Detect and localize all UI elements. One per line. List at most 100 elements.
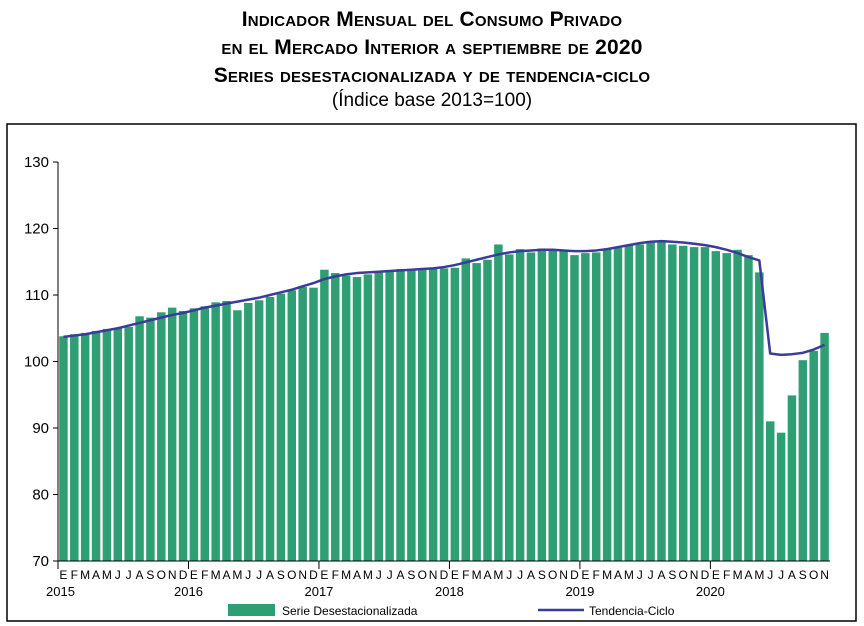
bar-22 (298, 287, 307, 561)
bar-65 (765, 421, 775, 561)
chart-subtitle: (Índice base 2013=100) (331, 90, 533, 111)
x-tick-label-12: E (190, 568, 198, 582)
legend-line-label: Tendencia-Ciclo (589, 604, 675, 618)
bar-20 (276, 293, 286, 561)
bar-58 (689, 247, 699, 561)
x-tick-label-26: M (341, 568, 351, 582)
trend-line (63, 239, 826, 357)
x-tick-label-13: F (201, 568, 208, 582)
x-tick-label-7: A (136, 568, 144, 582)
y-tick-label-2: 90 (32, 420, 49, 437)
bar-6 (124, 326, 133, 561)
bar-31 (396, 269, 405, 561)
bar-60 (711, 251, 721, 562)
year-label-0: 2015 (46, 584, 75, 599)
bar-64 (755, 272, 764, 561)
x-tick-label-69: O (809, 568, 818, 582)
x-tick-label-64: M (754, 568, 764, 582)
bar-25 (331, 273, 340, 561)
x-tick-label-36: E (451, 568, 459, 582)
bar-4 (102, 328, 112, 561)
y-tick-label-6: 130 (24, 154, 49, 171)
x-tick-label-18: J (256, 568, 262, 582)
x-tick-label-70: N (820, 568, 829, 582)
x-tick-label-23: D (309, 568, 318, 582)
x-tick-label-62: M (733, 568, 743, 582)
x-tick-label-1: F (71, 568, 78, 582)
x-tick-label-54: J (648, 568, 654, 582)
legend-bar-swatch (228, 604, 275, 616)
x-tick-label-16: M (232, 568, 242, 582)
x-tick-label-8: S (146, 568, 154, 582)
x-tick-label-42: J (517, 568, 523, 582)
bar-48 (581, 253, 590, 562)
chart-title: Indicador Mensual del Consumo Privado en… (0, 6, 864, 112)
y-tick-label-3: 100 (24, 354, 49, 371)
bar-45 (548, 249, 557, 562)
y-tick-label-0: 70 (32, 553, 49, 570)
bar-62 (733, 249, 742, 561)
bar-63 (744, 255, 753, 561)
x-tick-label-33: O (418, 568, 427, 582)
x-tick-label-15: A (223, 568, 231, 582)
x-tick-label-21: O (287, 568, 296, 582)
x-tick-label-44: S (538, 568, 546, 582)
bar-30 (385, 270, 394, 561)
year-label-1: 2016 (174, 584, 203, 599)
bar-9 (157, 312, 166, 561)
bar-27 (352, 277, 362, 561)
bar-43 (526, 252, 536, 561)
x-tick-label-31: A (397, 568, 405, 582)
bar-49 (591, 252, 601, 561)
x-tick-label-9: O (157, 568, 166, 582)
x-tick-label-17: J (245, 568, 251, 582)
x-tick-label-28: M (363, 568, 373, 582)
bar-37 (461, 258, 470, 561)
bar-66 (776, 432, 786, 561)
bar-36 (450, 267, 460, 561)
bar-69 (809, 350, 818, 561)
title-line-1: Indicador Mensual del Consumo Privado (241, 8, 623, 31)
year-label-3: 2018 (435, 584, 464, 599)
title-line-3: Series desestacionalizada y de tendencia… (213, 64, 651, 87)
x-tick-label-58: N (690, 568, 699, 582)
x-tick-label-35: D (440, 568, 449, 582)
bar-24 (320, 269, 329, 561)
x-tick-label-53: J (637, 568, 643, 582)
bar-17 (244, 302, 253, 561)
bar-42 (515, 249, 525, 562)
bar-32 (407, 270, 416, 561)
bar-16 (233, 310, 242, 561)
bar-44 (537, 248, 547, 561)
bar-61 (722, 253, 731, 562)
year-label-5: 2020 (696, 584, 725, 599)
bar-67 (787, 395, 797, 561)
bar-39 (483, 259, 492, 561)
trend-line-group (63, 239, 826, 357)
x-tick-label-6: J (126, 568, 132, 582)
x-tick-label-29: J (376, 568, 382, 582)
x-tick-label-4: M (102, 568, 112, 582)
bar-41 (505, 254, 514, 561)
x-tick-label-3: A (92, 568, 100, 582)
bar-7 (135, 316, 144, 561)
x-tick-label-52: M (624, 568, 634, 582)
bar-55 (657, 241, 666, 562)
x-tick-label-63: A (744, 568, 752, 582)
x-tick-label-20: S (277, 568, 285, 582)
x-tick-label-34: N (429, 568, 438, 582)
bar-28 (363, 274, 373, 561)
bar-38 (472, 263, 481, 561)
bar-3 (91, 330, 101, 561)
x-tick-label-60: E (712, 568, 720, 582)
bar-57 (678, 245, 688, 562)
x-tick-label-5: J (115, 568, 121, 582)
x-tick-label-0: E (59, 568, 67, 582)
year-label-4: 2019 (565, 584, 594, 599)
x-tick-label-14: M (211, 568, 221, 582)
x-tick-label-50: M (602, 568, 612, 582)
bar-5 (113, 328, 123, 561)
bar-40 (494, 244, 503, 561)
